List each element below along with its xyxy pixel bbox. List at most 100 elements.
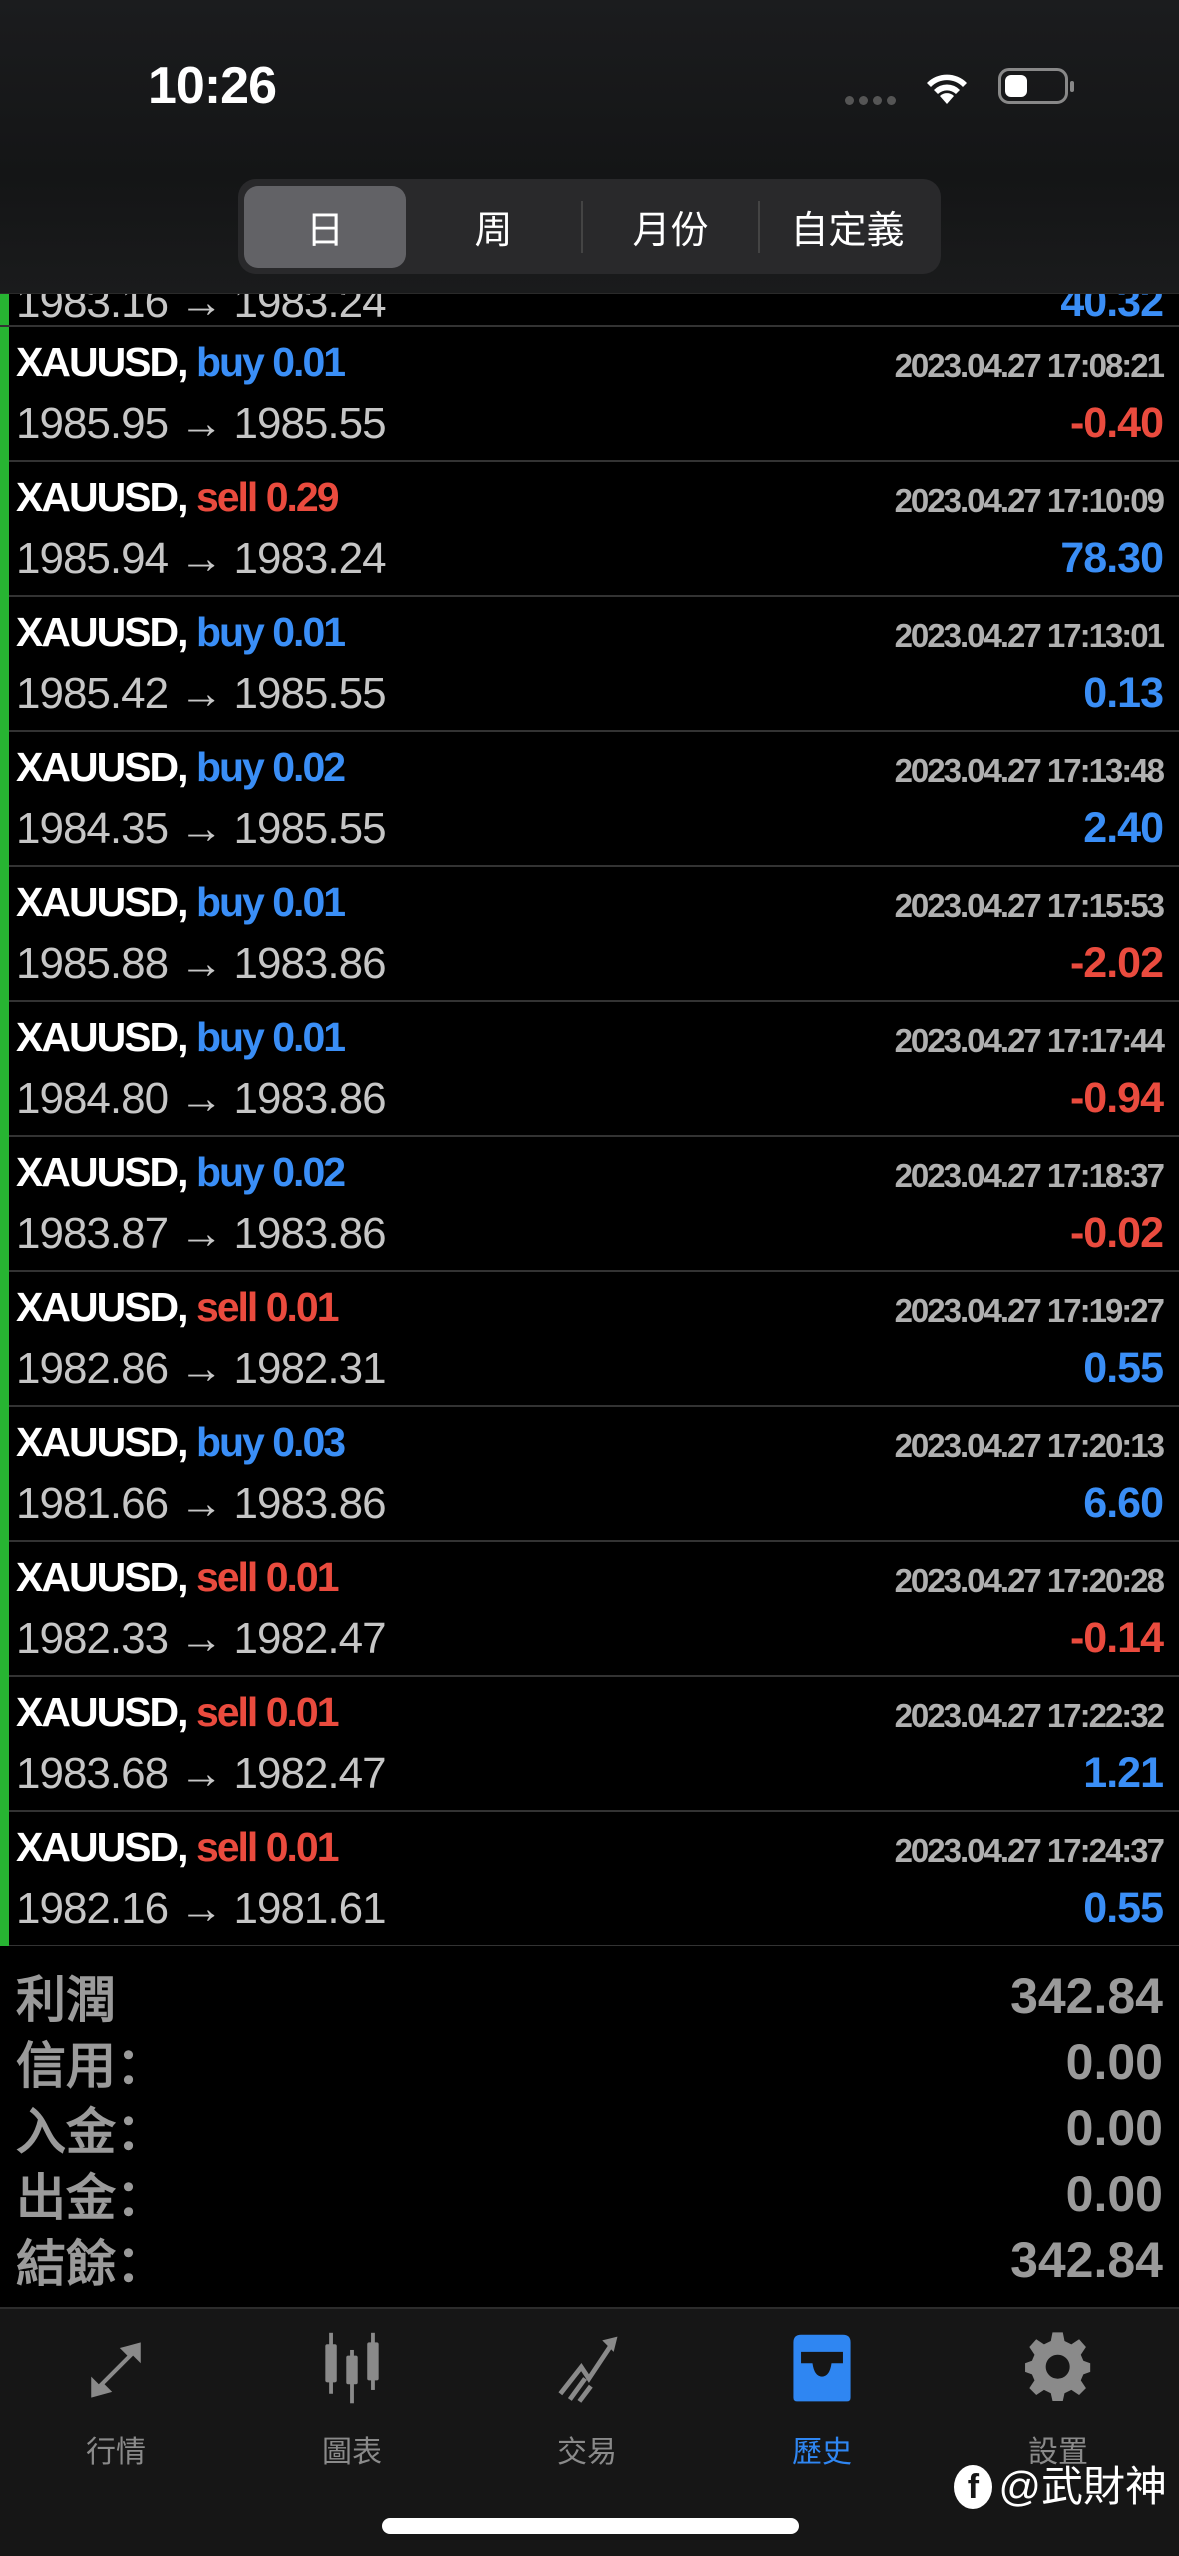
row-marker — [0, 462, 9, 597]
deal-time: 2023.04.27 17:13:01 — [894, 617, 1165, 654]
deal-row[interactable]: XAUUSD, buy 0.02 2023.04.27 17:18:37 198… — [0, 1137, 1179, 1272]
deal-title: XAUUSD, sell 0.01 — [16, 1689, 340, 1736]
deal-side: sell — [195, 1824, 258, 1870]
deal-volume: 0.02 — [272, 744, 346, 790]
summary-value: 342.84 — [1010, 2232, 1163, 2288]
deal-row[interactable]: XAUUSD, sell 0.01 2023.04.27 17:24:37 19… — [0, 1812, 1179, 1947]
deal-row[interactable]: XAUUSD, buy 0.01 2023.04.27 17:17:44 198… — [0, 1002, 1179, 1137]
deal-title: XAUUSD, buy 0.01 — [16, 339, 346, 386]
deal-time: 2023.04.27 17:20:13 — [894, 1427, 1165, 1464]
deal-side: buy — [195, 1014, 265, 1060]
home-indicator[interactable] — [382, 2518, 799, 2534]
deal-profit: 78.30 — [1060, 534, 1164, 582]
deal-row-partial[interactable]: 1983.16 → 1983.24 40.32 — [0, 294, 1179, 327]
row-marker — [0, 1137, 9, 1272]
deal-time: 2023.04.27 17:10:09 — [894, 482, 1165, 519]
deal-symbol: XAUUSD, — [16, 1824, 189, 1870]
summary-line: 入金： 0.00 — [16, 2098, 1163, 2160]
deal-prices: 1983.68 → 1982.47 — [16, 1749, 387, 1798]
deal-profit: 1.21 — [1083, 1749, 1164, 1797]
deal-volume: 0.01 — [272, 339, 346, 385]
deal-row[interactable]: XAUUSD, buy 0.02 2023.04.27 17:13:48 198… — [0, 732, 1179, 867]
row-marker — [0, 732, 9, 867]
deal-title: XAUUSD, sell 0.01 — [16, 1554, 340, 1601]
summary-value: 342.84 — [1010, 1968, 1163, 2024]
row-marker — [0, 597, 9, 732]
deal-time: 2023.04.27 17:13:48 — [894, 752, 1165, 789]
tab-settings[interactable]: 設置 — [978, 2329, 1138, 2471]
deal-side: sell — [195, 1554, 258, 1600]
deal-volume: 0.02 — [272, 1149, 346, 1195]
tab-quotes[interactable]: 行情 — [36, 2329, 196, 2471]
status-time: 10:26 — [148, 57, 277, 115]
deal-row[interactable]: XAUUSD, buy 0.01 2023.04.27 17:08:21 198… — [0, 327, 1179, 462]
tab-chart[interactable]: 圖表 — [272, 2329, 432, 2471]
tab-label: 歷史 — [792, 2436, 852, 2469]
summary-line: 利潤 342.84 — [16, 1966, 1163, 2028]
deal-symbol: XAUUSD, — [16, 1554, 189, 1600]
deal-time: 2023.04.27 17:08:21 — [894, 347, 1165, 384]
deal-prices: 1982.16 → 1981.61 — [16, 1884, 387, 1933]
deal-volume: 0.01 — [272, 879, 346, 925]
deal-row[interactable]: XAUUSD, sell 0.29 2023.04.27 17:10:09 19… — [0, 462, 1179, 597]
summary-label: 利潤 — [16, 1972, 116, 2028]
deal-profit: -0.14 — [1069, 1614, 1164, 1662]
deal-volume: 0.01 — [265, 1284, 340, 1330]
deal-row[interactable]: XAUUSD, buy 0.01 2023.04.27 17:13:01 198… — [0, 597, 1179, 732]
deal-time: 2023.04.27 17:17:44 — [894, 1022, 1165, 1059]
tab-label: 圖表 — [322, 2436, 382, 2469]
deal-prices: 1982.33 → 1982.47 — [16, 1614, 387, 1663]
summary-label: 出金： — [16, 2170, 166, 2226]
deal-side: buy — [195, 744, 265, 790]
segment-week[interactable]: 周 — [474, 210, 513, 252]
deal-title: XAUUSD, buy 0.01 — [16, 1014, 346, 1061]
tab-history[interactable]: 歷史 — [742, 2329, 902, 2471]
segment-day[interactable]: 日 — [244, 185, 406, 268]
row-marker — [0, 294, 9, 325]
segment-divider — [758, 200, 760, 253]
row-marker — [0, 867, 9, 1002]
deal-profit: 40.32 — [1060, 294, 1164, 326]
segment-month[interactable]: 月份 — [632, 210, 709, 252]
deal-row[interactable]: XAUUSD, buy 0.03 2023.04.27 17:20:13 198… — [0, 1407, 1179, 1542]
deal-symbol: XAUUSD, — [16, 474, 189, 520]
deal-symbol: XAUUSD, — [16, 339, 189, 385]
deal-title: XAUUSD, buy 0.02 — [16, 744, 346, 791]
deal-side: buy — [195, 1149, 265, 1195]
deal-row[interactable]: XAUUSD, sell 0.01 2023.04.27 17:20:28 19… — [0, 1542, 1179, 1677]
deal-profit: -0.94 — [1069, 1074, 1164, 1122]
summary-label: 信用： — [16, 2038, 166, 2094]
tab-label: 交易 — [557, 2436, 617, 2469]
deal-side: sell — [195, 1689, 258, 1735]
deal-volume: 0.01 — [272, 609, 346, 655]
tab-label: 設置 — [1028, 2436, 1088, 2469]
deal-profit: 2.40 — [1083, 804, 1164, 852]
wifi-icon — [927, 74, 967, 104]
row-marker — [0, 1812, 9, 1947]
cellular-signal-icon — [845, 96, 896, 105]
deal-side: buy — [195, 609, 265, 655]
deal-profit: -2.02 — [1069, 939, 1164, 987]
summary-value: 0.00 — [1065, 2100, 1163, 2156]
summary-line: 出金： 0.00 — [16, 2164, 1163, 2226]
deal-symbol: XAUUSD, — [16, 744, 189, 790]
deal-symbol: XAUUSD, — [16, 609, 189, 655]
deal-row[interactable]: XAUUSD, sell 0.01 2023.04.27 17:22:32 19… — [0, 1677, 1179, 1812]
deal-profit: 0.55 — [1083, 1344, 1164, 1392]
deal-side: buy — [195, 1419, 265, 1465]
deal-side: sell — [195, 1284, 258, 1330]
summary-value: 0.00 — [1065, 2166, 1163, 2222]
tab-bar: 行情 圖表 交易 歷史 設置 — [0, 2307, 1179, 2556]
candlestick-chart-icon — [325, 2332, 379, 2404]
history-inbox-icon — [793, 2334, 851, 2402]
watermark: f @武財神 — [954, 2464, 1167, 2510]
summary-line: 信用： 0.00 — [16, 2032, 1163, 2094]
deal-row[interactable]: XAUUSD, buy 0.01 2023.04.27 17:15:53 198… — [0, 867, 1179, 1002]
deal-history-list[interactable]: 1983.16 → 1983.24 40.32 XAUUSD, buy 0.01… — [0, 294, 1179, 1947]
deal-time: 2023.04.27 17:22:32 — [894, 1697, 1165, 1734]
segment-custom[interactable]: 自定義 — [790, 210, 905, 252]
quotes-arrows-icon — [91, 2342, 141, 2398]
tab-trade[interactable]: 交易 — [507, 2329, 667, 2471]
deal-row[interactable]: XAUUSD, sell 0.01 2023.04.27 17:19:27 19… — [0, 1272, 1179, 1407]
deal-volume: 0.01 — [272, 1014, 346, 1060]
